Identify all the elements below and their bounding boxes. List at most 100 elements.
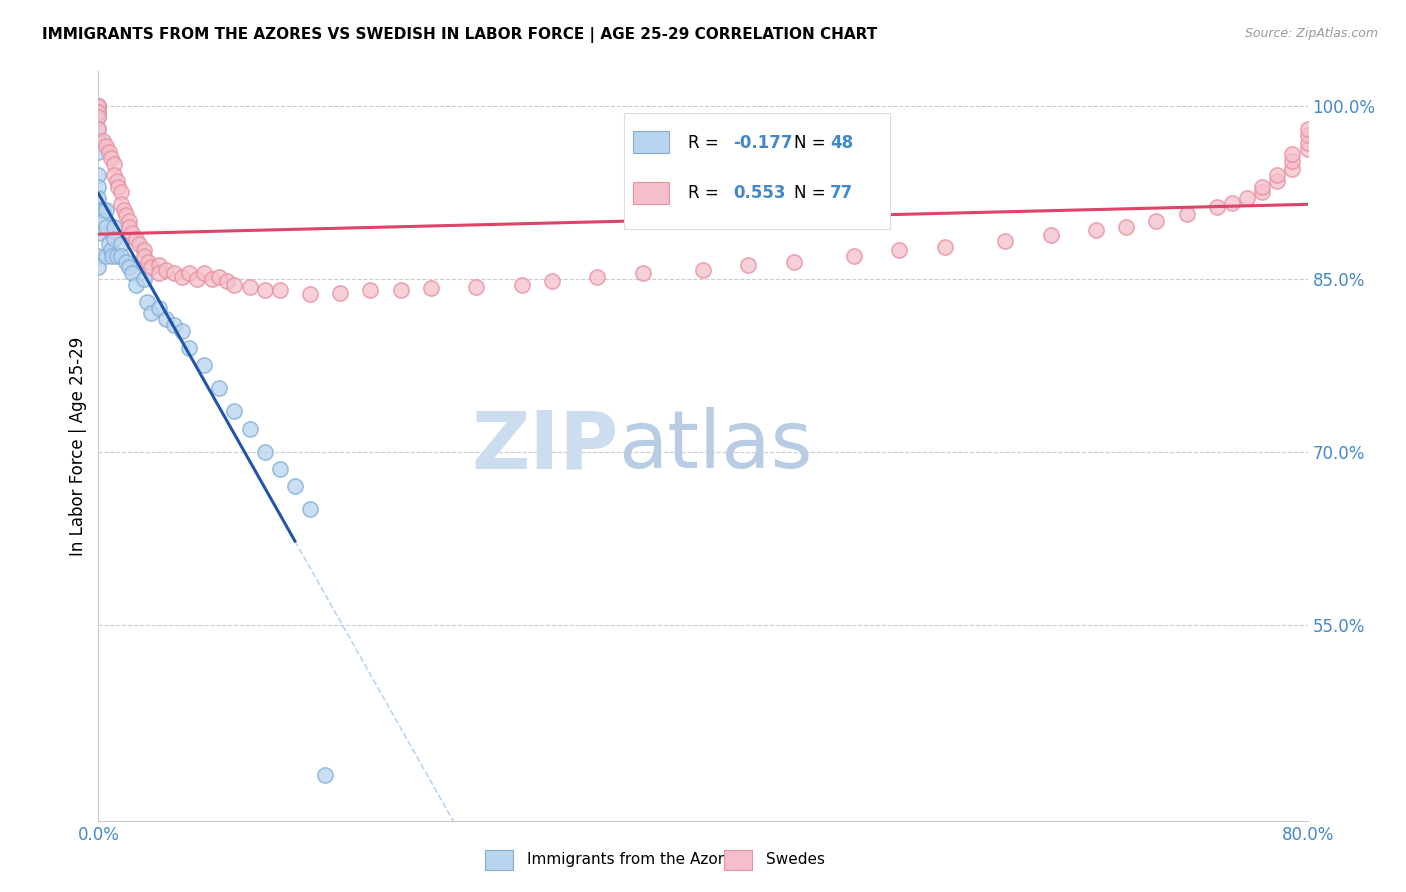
Point: [631, 266, 654, 280]
Text: -0.177: -0.177: [734, 134, 793, 152]
Point: [155, 312, 177, 326]
Point: [132, 243, 155, 257]
Point: [889, 243, 911, 257]
Point: [1281, 147, 1303, 161]
FancyBboxPatch shape: [633, 130, 669, 153]
Text: 48: 48: [830, 134, 853, 152]
Point: [1296, 136, 1319, 150]
Point: [118, 260, 141, 275]
Point: [91, 214, 114, 228]
Point: [105, 249, 128, 263]
Point: [420, 281, 443, 295]
Point: [1267, 168, 1289, 182]
Point: [163, 266, 186, 280]
Point: [103, 156, 125, 170]
Point: [103, 168, 125, 182]
Point: [121, 226, 143, 240]
Point: [510, 277, 533, 292]
Text: 77: 77: [830, 185, 853, 202]
FancyBboxPatch shape: [633, 181, 669, 204]
Text: 0.553: 0.553: [734, 185, 786, 202]
Point: [329, 285, 352, 300]
Point: [110, 237, 132, 252]
Point: [91, 134, 114, 148]
Point: [87, 99, 110, 113]
Text: IMMIGRANTS FROM THE AZORES VS SWEDISH IN LABOR FORCE | AGE 25-29 CORRELATION CHA: IMMIGRANTS FROM THE AZORES VS SWEDISH IN…: [42, 27, 877, 43]
Point: [87, 111, 110, 125]
Point: [934, 239, 956, 253]
Text: ZIP: ZIP: [471, 407, 619, 485]
Point: [253, 444, 276, 458]
Point: [1175, 207, 1198, 221]
Point: [100, 151, 122, 165]
Point: [103, 231, 125, 245]
Point: [87, 202, 110, 217]
Text: Source: ZipAtlas.com: Source: ZipAtlas.com: [1244, 27, 1378, 40]
Point: [125, 277, 148, 292]
Point: [1085, 223, 1108, 237]
Point: [132, 272, 155, 286]
Point: [163, 318, 186, 332]
Point: [87, 260, 110, 275]
Point: [105, 174, 128, 188]
Point: [389, 284, 412, 298]
Point: [1206, 200, 1229, 214]
Point: [114, 254, 136, 268]
Point: [91, 202, 114, 217]
Point: [87, 249, 110, 263]
Point: [1296, 128, 1319, 142]
Point: [103, 219, 125, 234]
Point: [87, 134, 110, 148]
Text: N =: N =: [793, 185, 831, 202]
Point: [186, 272, 208, 286]
Point: [87, 111, 110, 125]
Point: [314, 767, 336, 781]
Point: [118, 219, 141, 234]
Point: [1115, 219, 1137, 234]
Point: [692, 262, 714, 277]
Point: [208, 269, 231, 284]
Point: [114, 209, 136, 223]
Point: [1220, 195, 1243, 210]
Point: [215, 274, 238, 288]
Point: [1281, 162, 1303, 177]
Point: [1296, 142, 1319, 156]
Point: [239, 280, 262, 294]
Point: [87, 99, 110, 113]
Point: [107, 179, 129, 194]
Point: [299, 286, 322, 301]
Point: [87, 145, 110, 159]
Point: [87, 104, 110, 119]
Point: [360, 284, 382, 298]
Point: [100, 243, 122, 257]
Point: [465, 280, 488, 294]
Text: N =: N =: [793, 134, 831, 152]
Point: [136, 254, 159, 268]
Point: [224, 277, 246, 292]
Text: R =: R =: [689, 185, 724, 202]
Point: [1251, 186, 1274, 200]
Point: [284, 479, 307, 493]
Point: [94, 139, 117, 153]
Point: [141, 260, 163, 275]
Text: Swedes: Swedes: [766, 853, 825, 867]
Point: [170, 324, 193, 338]
Point: [1281, 154, 1303, 169]
Point: [87, 104, 110, 119]
Point: [269, 284, 291, 298]
Point: [1039, 228, 1062, 243]
Point: [994, 234, 1017, 248]
Point: [87, 122, 110, 136]
Point: [98, 237, 121, 252]
Point: [269, 462, 291, 476]
Point: [128, 237, 150, 252]
Point: [87, 168, 110, 182]
Point: [148, 301, 170, 315]
Text: Immigrants from the Azores: Immigrants from the Azores: [527, 853, 741, 867]
Y-axis label: In Labor Force | Age 25-29: In Labor Force | Age 25-29: [69, 336, 87, 556]
Point: [87, 99, 110, 113]
Point: [737, 258, 759, 272]
Point: [1296, 122, 1319, 136]
FancyBboxPatch shape: [624, 112, 890, 228]
Point: [94, 219, 117, 234]
